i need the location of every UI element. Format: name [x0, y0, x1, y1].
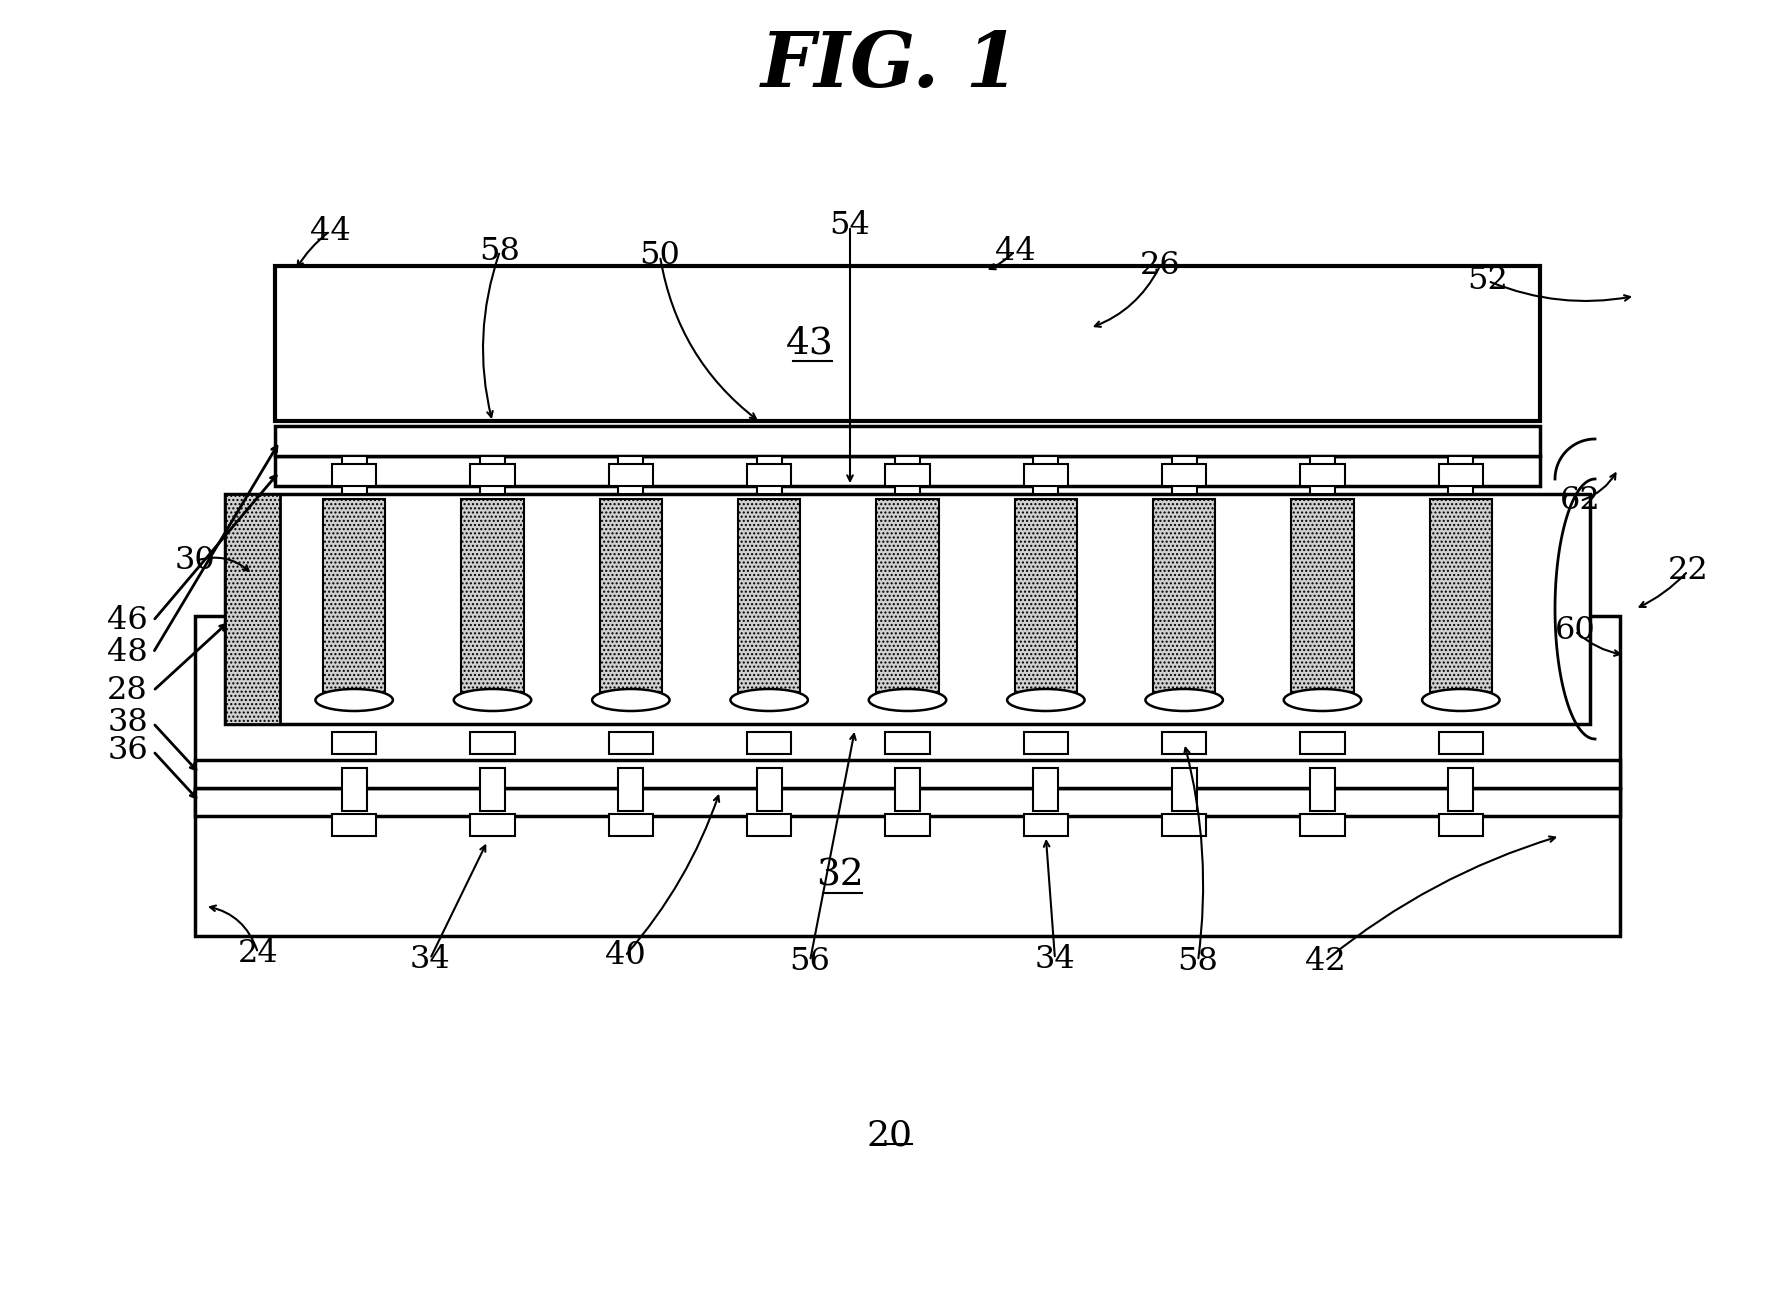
Bar — [1171, 768, 1196, 811]
Bar — [194, 788, 1620, 816]
Bar — [194, 616, 1620, 936]
Text: 58: 58 — [1177, 945, 1218, 976]
Bar — [1015, 500, 1077, 692]
Bar — [1447, 768, 1472, 811]
Bar — [1161, 463, 1205, 485]
Bar — [322, 500, 384, 692]
Bar — [274, 426, 1540, 456]
Text: 43: 43 — [785, 325, 833, 361]
Text: 62: 62 — [1559, 485, 1600, 516]
Text: FIG. 1: FIG. 1 — [760, 28, 1018, 103]
Bar — [746, 732, 790, 754]
Bar — [331, 815, 376, 837]
Bar — [746, 463, 790, 485]
Text: 58: 58 — [479, 235, 520, 266]
Text: 40: 40 — [603, 941, 644, 972]
Text: 32: 32 — [815, 859, 863, 893]
Bar — [756, 768, 781, 811]
Bar — [1023, 463, 1068, 485]
Bar — [1310, 456, 1335, 494]
Bar — [1023, 815, 1068, 837]
Bar — [461, 500, 523, 692]
Bar — [895, 768, 920, 811]
Bar — [1438, 463, 1483, 485]
Bar — [609, 732, 653, 754]
Bar — [1429, 500, 1492, 692]
Bar — [342, 768, 367, 811]
Bar — [224, 494, 1590, 724]
Ellipse shape — [1006, 689, 1084, 711]
Bar — [895, 456, 920, 494]
Ellipse shape — [730, 689, 808, 711]
Text: 34: 34 — [409, 944, 450, 975]
Text: 50: 50 — [639, 240, 680, 271]
Bar — [737, 500, 799, 692]
Text: 34: 34 — [1034, 944, 1075, 975]
Bar — [1447, 456, 1472, 494]
Text: 28: 28 — [107, 675, 148, 706]
Bar — [470, 732, 514, 754]
Bar — [470, 815, 514, 837]
Bar — [885, 732, 929, 754]
Ellipse shape — [1145, 689, 1223, 711]
Text: 42: 42 — [1305, 945, 1344, 976]
Ellipse shape — [454, 689, 530, 711]
Text: 52: 52 — [1467, 266, 1508, 297]
Text: 44: 44 — [993, 235, 1034, 266]
Bar — [1290, 500, 1353, 692]
Bar — [609, 463, 653, 485]
Bar — [1310, 768, 1335, 811]
Ellipse shape — [869, 689, 945, 711]
Bar — [618, 768, 643, 811]
Bar — [1152, 500, 1214, 692]
Bar — [194, 760, 1620, 788]
Text: 36: 36 — [107, 736, 148, 767]
Bar — [756, 456, 781, 494]
Bar — [1023, 732, 1068, 754]
Text: 56: 56 — [789, 945, 829, 976]
Text: 26: 26 — [1139, 250, 1180, 281]
Bar — [609, 815, 653, 837]
Bar — [1299, 815, 1344, 837]
Ellipse shape — [591, 689, 669, 711]
Bar — [342, 456, 367, 494]
Bar — [274, 456, 1540, 485]
Bar — [1032, 456, 1057, 494]
Text: 60: 60 — [1554, 616, 1595, 647]
Bar — [224, 494, 279, 724]
Bar — [1161, 815, 1205, 837]
Bar — [1161, 732, 1205, 754]
Text: 54: 54 — [829, 210, 870, 241]
Ellipse shape — [1283, 689, 1360, 711]
Ellipse shape — [315, 689, 393, 711]
Text: 30: 30 — [174, 546, 215, 577]
Bar — [1299, 463, 1344, 485]
Bar — [876, 500, 938, 692]
Ellipse shape — [1420, 689, 1499, 711]
Text: 24: 24 — [237, 937, 278, 968]
Bar — [885, 815, 929, 837]
Bar — [1299, 732, 1344, 754]
Text: 48: 48 — [107, 638, 148, 669]
Bar — [618, 456, 643, 494]
Bar — [481, 768, 506, 811]
Bar — [481, 456, 506, 494]
Bar — [1438, 815, 1483, 837]
Text: 38: 38 — [107, 707, 148, 738]
Text: 44: 44 — [310, 216, 351, 247]
Bar — [224, 816, 1590, 926]
Bar — [1171, 456, 1196, 494]
Text: 22: 22 — [1666, 555, 1707, 586]
Bar — [331, 732, 376, 754]
Bar — [331, 463, 376, 485]
Text: 46: 46 — [107, 605, 148, 636]
Text: 20: 20 — [867, 1119, 913, 1153]
Bar — [274, 266, 1540, 421]
Bar — [885, 463, 929, 485]
Bar — [746, 815, 790, 837]
Bar — [1032, 768, 1057, 811]
Bar — [470, 463, 514, 485]
Bar — [1438, 732, 1483, 754]
Bar — [600, 500, 662, 692]
